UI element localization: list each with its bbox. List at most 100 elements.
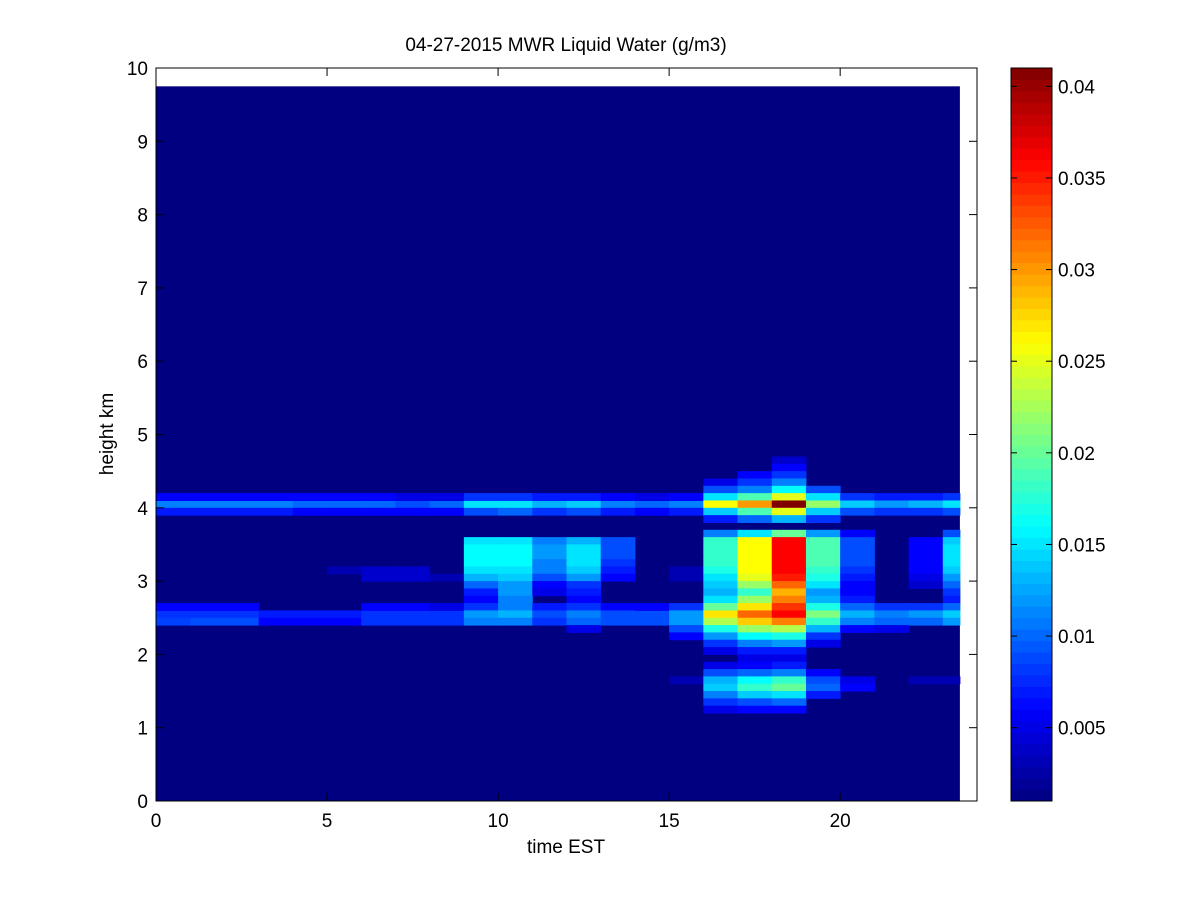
heatmap-cell [669,617,704,626]
colorbar-band [1011,468,1052,481]
heatmap-cell [703,610,739,619]
heatmap-cell [669,603,704,611]
heatmap-cell [908,507,944,516]
heatmap-cell [908,500,944,509]
heatmap-cell [600,500,636,509]
heatmap-cell [737,705,773,714]
colorbar-band [1011,617,1052,630]
heatmap-cell [498,603,533,611]
heatmap-cell [292,493,328,501]
heatmap-cell [566,625,602,633]
colorbar-band [1011,503,1052,516]
heatmap-cell [703,529,739,538]
heatmap-cell [874,610,910,619]
heatmap-cell [566,537,602,545]
heatmap-cell [156,507,191,516]
heatmap-cell [840,500,875,509]
heatmap-cell [737,625,773,633]
heatmap-cell [942,676,961,685]
colorbar-band [1011,606,1052,619]
heatmap-cell [874,500,910,509]
heatmap-cell [703,625,739,633]
heatmap-cell [566,617,602,626]
heatmap-cell [634,507,670,516]
colorbar-band [1011,159,1052,172]
heatmap-cell [258,507,294,516]
colorbar-band [1011,526,1052,539]
heatmap-cell [771,617,807,626]
heatmap-cell [532,610,567,619]
heatmap-cell [463,537,499,545]
heatmap-cell [737,500,773,509]
heatmap-cell [771,573,807,582]
colorbar-band [1011,480,1052,493]
heatmap-cell [840,566,875,575]
heatmap-cell [737,485,773,494]
colorbar-band [1011,445,1052,458]
heatmap-cell [703,537,739,545]
heatmap-cell [942,603,961,611]
heatmap-cell [805,639,841,648]
heatmap-cell [840,617,875,626]
heatmap-cell [395,507,431,516]
heatmap-cell [805,595,841,604]
heatmap-cell [908,573,944,582]
colorbar-band [1011,388,1052,401]
heatmap-cell [669,632,704,641]
heatmap-cell [498,595,533,604]
heatmap-cell [703,485,739,494]
heatmap-cell [737,551,773,560]
heatmap-cell [737,588,773,597]
heatmap-cell [463,573,499,582]
heatmap-cell [498,493,533,501]
heatmap-cell [463,581,499,589]
heatmap-cell [840,573,875,582]
heatmap-cell [737,661,773,670]
heatmap-cell [566,559,602,567]
heatmap-cell [669,507,704,516]
heatmap-cell [361,500,396,509]
colorbar-band [1011,125,1052,138]
heatmap-cell [703,676,739,685]
heatmap-cell [498,507,533,516]
colorbar-band [1011,789,1052,802]
colorbar-band [1011,732,1052,745]
heatmap-cell [224,500,260,509]
heatmap-cell [771,559,807,567]
heatmap-cell [737,698,773,707]
heatmap-cell [463,617,499,626]
heatmap-cell [292,617,328,626]
heatmap-cell [156,610,191,619]
heatmap-cell [908,566,944,575]
heatmap-cell [634,617,670,626]
heatmap-cell [463,588,499,597]
x-tick-label: 10 [488,811,509,832]
heatmap-cell [908,617,944,626]
x-tick-label: 5 [322,811,333,832]
heatmap-cell [566,507,602,516]
heatmap-cell [771,683,807,692]
heatmap-cell [566,581,602,589]
heatmap-cell [942,500,961,509]
heatmap-cell [532,507,567,516]
colorbar-band [1011,136,1052,149]
heatmap-cell [566,566,602,575]
heatmap-cell [156,603,191,611]
heatmap-cell [737,566,773,575]
heatmap-cell [498,581,533,589]
heatmap-cell [737,603,773,611]
heatmap-cell [361,493,396,501]
heatmap-cell [703,573,739,582]
heatmap-cell [840,529,875,538]
heatmap-cell [703,500,739,509]
heatmap-cell [771,654,807,663]
heatmap-cell [908,603,944,611]
x-axis-label: time EST [527,837,606,858]
heatmap-cell [840,581,875,589]
heatmap-cell [805,632,841,641]
heatmap-cell [395,603,431,611]
heatmap-cell [908,544,944,553]
heatmap-cell [395,500,431,509]
colorbar-band [1011,68,1052,80]
colorbar-band [1011,319,1052,332]
